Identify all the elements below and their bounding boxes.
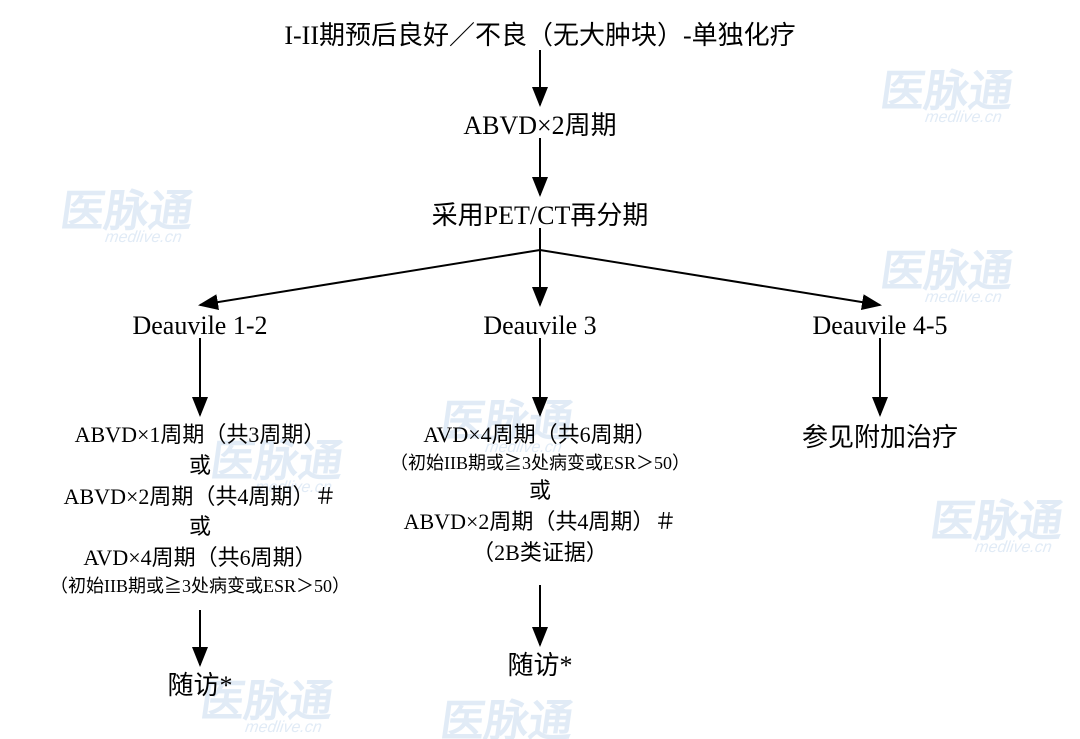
watermark-sub: medlive.cn	[244, 720, 330, 736]
watermark-main: 医脉通	[927, 497, 1066, 546]
branch3-node: 参见附加治疗	[680, 420, 1080, 456]
watermark: 医脉通 medlive.cn	[926, 500, 1066, 556]
deauville45-node: Deauvile 4-5	[680, 308, 1080, 344]
watermark-sub: medlive.cn	[974, 540, 1060, 556]
abvd2-node: ABVD×2周期	[0, 108, 1080, 144]
watermark: 医脉通 medlive.cn	[876, 250, 1016, 306]
title-node: I-II期预后良好／不良（无大肿块）-单独化疗	[0, 18, 1080, 54]
watermark-main: 医脉通	[877, 247, 1016, 296]
branch1-line: （初始IIB期或≧3处病变或ESR＞50）	[0, 574, 400, 599]
watermark-main: 医脉通	[437, 697, 576, 739]
petct-node: 采用PET/CT再分期	[0, 198, 1080, 234]
branch2-line: ABVD×2周期（共4周期）＃	[340, 507, 740, 538]
followup2-node: 随访*	[340, 648, 740, 684]
branch2-line: 或	[340, 476, 740, 507]
watermark-sub: medlive.cn	[924, 290, 1010, 306]
watermark: 医脉通 medlive.cn	[436, 700, 576, 739]
branch2-line: （2B类证据）	[340, 538, 740, 569]
